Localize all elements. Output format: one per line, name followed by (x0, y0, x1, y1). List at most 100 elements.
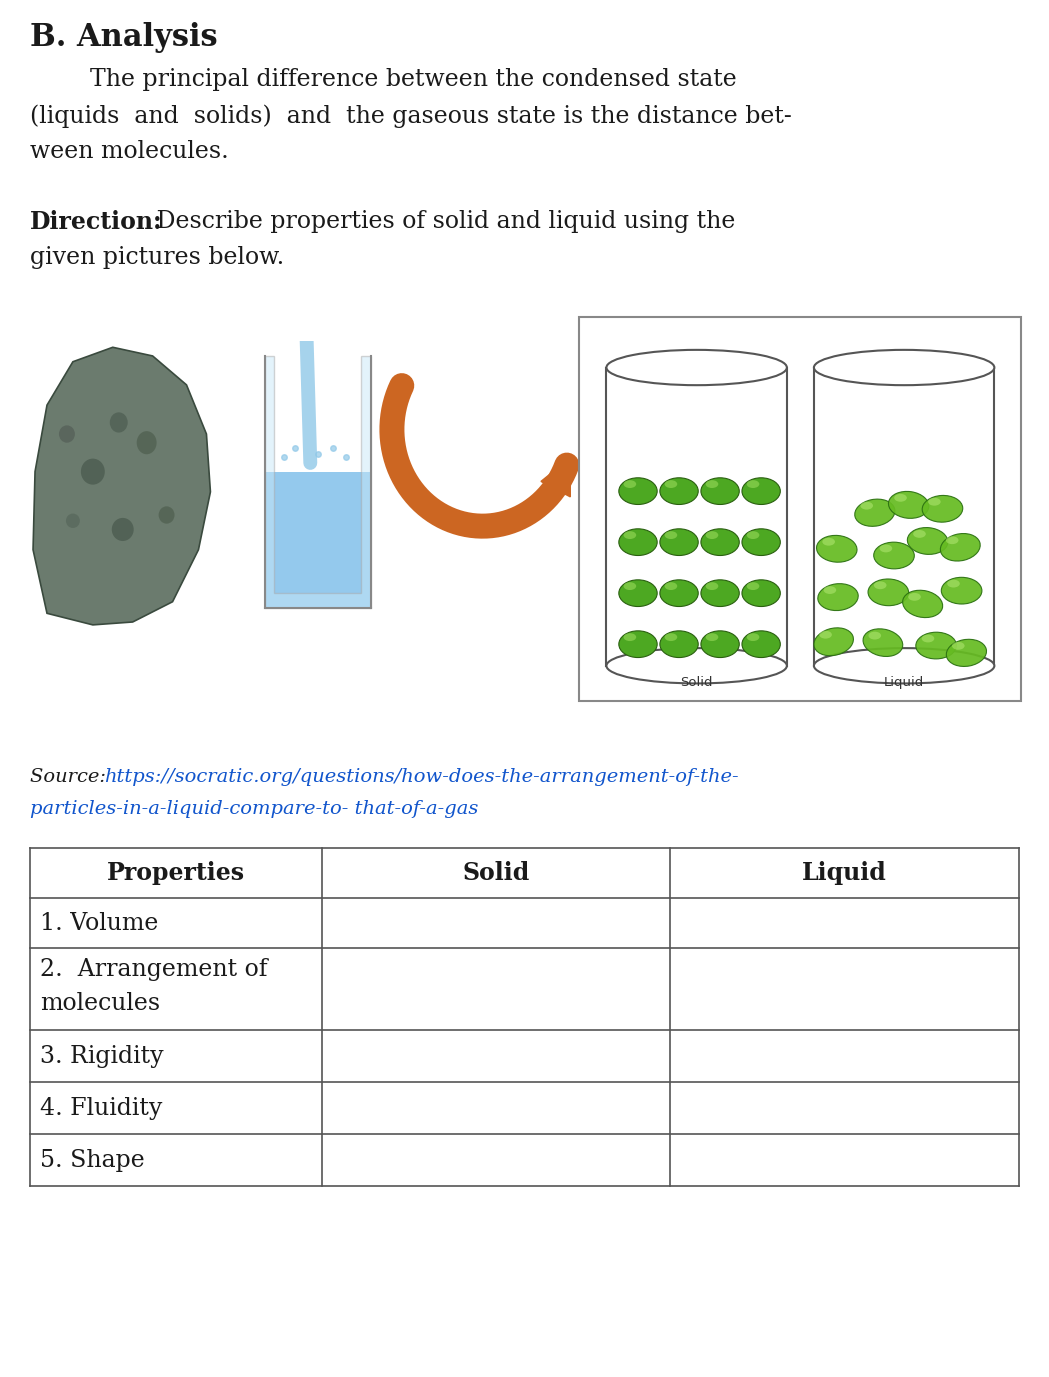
Text: Properties: Properties (107, 861, 244, 885)
Text: Solid: Solid (463, 861, 530, 885)
Text: 3. Rigidity: 3. Rigidity (40, 1045, 164, 1067)
Ellipse shape (816, 536, 857, 562)
Ellipse shape (863, 629, 903, 657)
Polygon shape (34, 347, 211, 625)
Ellipse shape (747, 633, 759, 642)
Ellipse shape (623, 633, 636, 642)
Ellipse shape (916, 632, 957, 660)
Ellipse shape (747, 532, 759, 538)
Ellipse shape (889, 492, 928, 518)
Ellipse shape (907, 527, 948, 555)
Ellipse shape (747, 481, 759, 487)
Ellipse shape (908, 593, 921, 600)
Ellipse shape (619, 529, 657, 555)
Text: particles-in-a-liquid-compare-to- that-of-a-gas: particles-in-a-liquid-compare-to- that-o… (30, 800, 478, 818)
Text: Direction:: Direction: (30, 211, 163, 234)
Ellipse shape (747, 582, 759, 589)
Bar (814, 368, 994, 666)
Ellipse shape (665, 481, 678, 487)
Text: B. Analysis: B. Analysis (30, 22, 217, 52)
Ellipse shape (660, 631, 699, 658)
Ellipse shape (874, 581, 886, 589)
Text: Describe properties of solid and liquid using the: Describe properties of solid and liquid … (149, 211, 735, 233)
Ellipse shape (623, 481, 636, 487)
Ellipse shape (701, 631, 740, 658)
Ellipse shape (706, 481, 719, 487)
Ellipse shape (706, 532, 719, 538)
Ellipse shape (606, 649, 787, 683)
Ellipse shape (619, 580, 657, 606)
Ellipse shape (879, 544, 893, 552)
Ellipse shape (868, 578, 908, 606)
Ellipse shape (902, 591, 943, 617)
Ellipse shape (701, 529, 740, 555)
Text: 2.  Arrangement of: 2. Arrangement of (40, 958, 267, 980)
Text: 4. Fluidity: 4. Fluidity (40, 1096, 163, 1120)
Polygon shape (265, 357, 370, 607)
Text: Source:: Source: (30, 768, 112, 786)
Ellipse shape (112, 518, 133, 541)
Ellipse shape (855, 498, 895, 526)
Ellipse shape (623, 532, 636, 538)
Ellipse shape (660, 529, 699, 555)
FancyBboxPatch shape (579, 317, 1022, 701)
Ellipse shape (660, 478, 699, 504)
Text: ween molecules.: ween molecules. (30, 140, 229, 162)
Ellipse shape (814, 350, 994, 386)
Ellipse shape (619, 631, 657, 658)
Text: 1. Volume: 1. Volume (40, 912, 158, 935)
Ellipse shape (742, 631, 780, 658)
Ellipse shape (823, 587, 836, 593)
Ellipse shape (665, 582, 678, 589)
Ellipse shape (619, 478, 657, 504)
Text: given pictures below.: given pictures below. (30, 246, 284, 269)
Text: https://socratic.org/questions/how-does-the-arrangement-of-the-: https://socratic.org/questions/how-does-… (104, 768, 738, 786)
Text: molecules: molecules (40, 991, 160, 1015)
Ellipse shape (623, 582, 636, 589)
Ellipse shape (665, 532, 678, 538)
Ellipse shape (110, 412, 128, 432)
Ellipse shape (701, 580, 740, 606)
Ellipse shape (742, 478, 780, 504)
Ellipse shape (874, 543, 915, 569)
Ellipse shape (706, 582, 719, 589)
Polygon shape (265, 471, 370, 607)
Ellipse shape (947, 580, 960, 588)
Text: Liquid: Liquid (802, 861, 886, 885)
Ellipse shape (818, 584, 858, 610)
Ellipse shape (814, 649, 994, 683)
Text: (liquids  and  solids)  and  the gaseous state is the distance bet-: (liquids and solids) and the gaseous sta… (30, 105, 792, 128)
Ellipse shape (946, 639, 986, 666)
Ellipse shape (894, 494, 906, 501)
Ellipse shape (706, 633, 719, 642)
Ellipse shape (946, 536, 959, 544)
Ellipse shape (928, 498, 941, 505)
Ellipse shape (914, 530, 926, 538)
Ellipse shape (814, 628, 854, 655)
Ellipse shape (940, 533, 980, 560)
Ellipse shape (742, 580, 780, 606)
Ellipse shape (660, 580, 699, 606)
Ellipse shape (941, 577, 982, 605)
Ellipse shape (922, 635, 935, 643)
Ellipse shape (606, 350, 787, 386)
Ellipse shape (822, 538, 835, 545)
Bar (606, 368, 787, 666)
Text: The principal difference between the condensed state: The principal difference between the con… (30, 67, 736, 91)
Text: 5. Shape: 5. Shape (40, 1148, 145, 1172)
Ellipse shape (59, 425, 74, 443)
Ellipse shape (665, 633, 678, 642)
Text: Solid: Solid (681, 676, 713, 690)
Ellipse shape (819, 631, 832, 639)
Ellipse shape (158, 507, 174, 523)
Ellipse shape (922, 496, 963, 522)
Text: Liquid: Liquid (884, 676, 924, 690)
Ellipse shape (742, 529, 780, 555)
Ellipse shape (701, 478, 740, 504)
Ellipse shape (860, 501, 873, 509)
Ellipse shape (81, 459, 105, 485)
Ellipse shape (869, 632, 881, 639)
Polygon shape (541, 457, 571, 497)
Ellipse shape (66, 514, 80, 527)
Ellipse shape (136, 431, 156, 454)
